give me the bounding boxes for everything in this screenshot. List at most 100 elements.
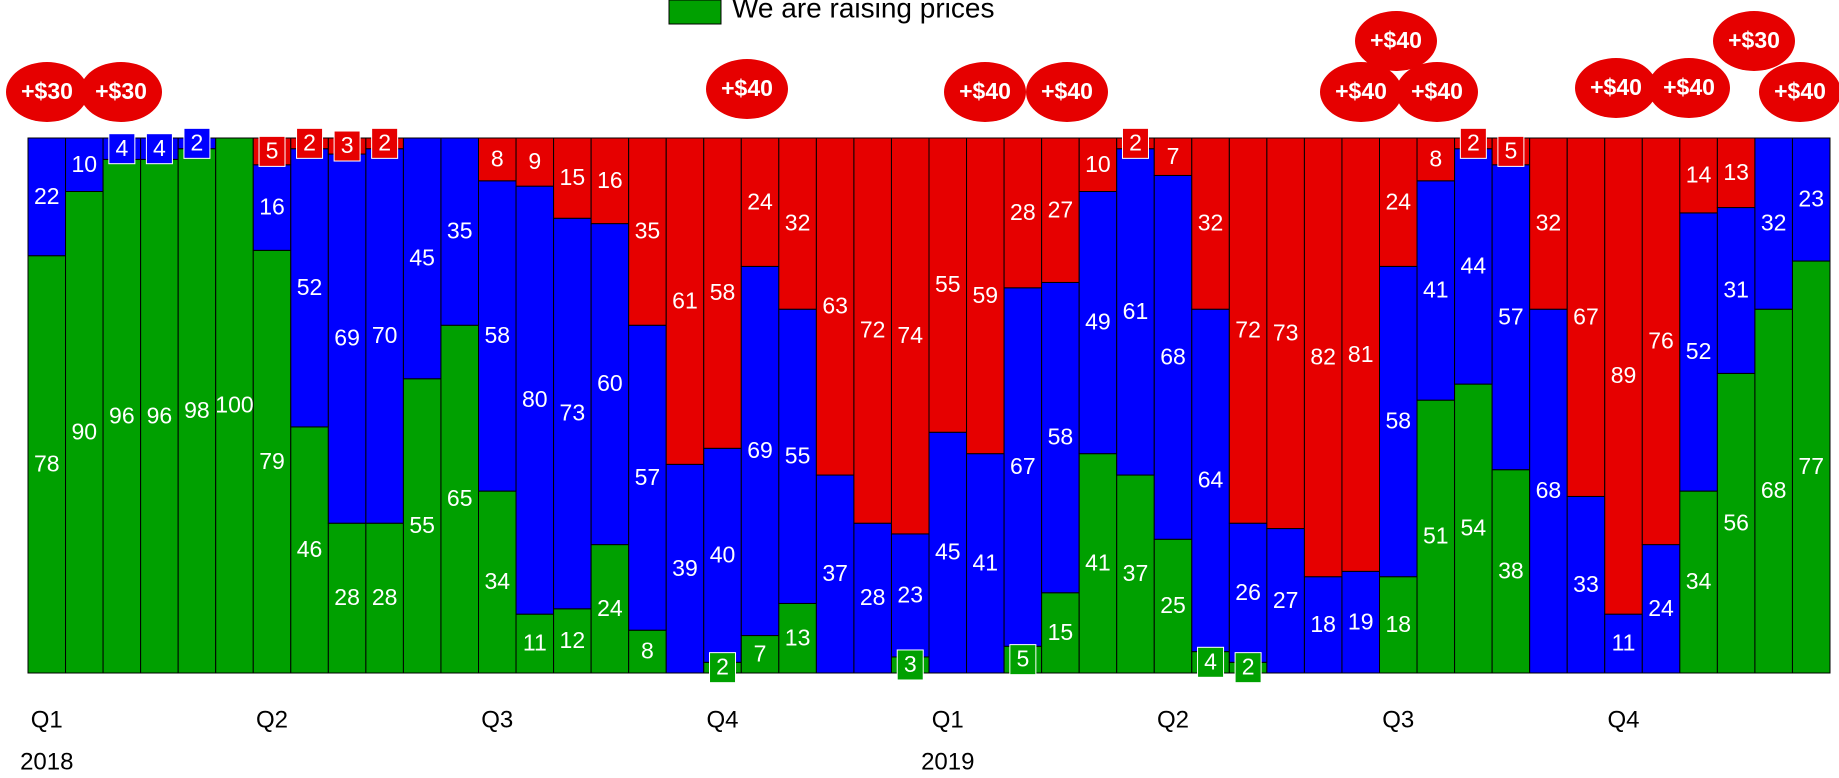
x-tick-label: Q3	[481, 706, 513, 733]
legend-swatch	[668, 0, 722, 25]
value-label: 33	[1573, 571, 1599, 597]
annotation-bubble	[1713, 11, 1795, 71]
annotation: +$40	[1590, 74, 1642, 100]
value-label: 25	[1160, 592, 1186, 618]
x-group-label: 2019	[921, 748, 974, 775]
bar-segment	[290, 148, 329, 428]
bar-segment	[1078, 453, 1118, 674]
bar-segment	[1303, 576, 1343, 674]
value-label: 82	[1310, 343, 1336, 369]
annotation-bubble	[1320, 62, 1402, 122]
bar-segment	[1529, 137, 1568, 310]
bar-segment	[703, 137, 742, 449]
legend-label: We are raising prices	[732, 0, 994, 23]
value-label-box	[1234, 652, 1262, 684]
value-label: 4	[153, 135, 166, 161]
value-label: 52	[1686, 338, 1712, 364]
bar-segment	[1041, 281, 1080, 594]
bar-segment	[740, 635, 780, 674]
annotation: +$40	[1411, 78, 1463, 104]
value-label: 23	[1798, 186, 1824, 212]
value-label: 37	[822, 560, 848, 586]
bar-segment	[1454, 148, 1493, 385]
value-label: 24	[1385, 188, 1411, 214]
annotation-bubble	[1355, 11, 1437, 71]
value-label: 14	[1686, 162, 1712, 188]
value-label: 2	[1467, 129, 1480, 155]
value-label: 40	[710, 541, 736, 567]
bar-segment	[1566, 137, 1606, 497]
value-label: 81	[1348, 341, 1374, 367]
value-label-box	[296, 127, 324, 159]
value-label: 55	[935, 271, 961, 297]
bar-segment	[590, 223, 630, 546]
annotation-bubble	[80, 62, 162, 122]
value-label: 16	[259, 194, 285, 220]
bar-segment	[290, 426, 329, 674]
value-label: 34	[484, 568, 510, 594]
bar-segment	[1416, 399, 1456, 674]
value-label: 16	[597, 167, 623, 193]
annotation: +$40	[721, 75, 773, 101]
value-label: 44	[1461, 252, 1487, 278]
value-label: 61	[1123, 298, 1149, 324]
value-label: 76	[1648, 327, 1674, 353]
value-label: 72	[1235, 317, 1261, 343]
value-label: 67	[1573, 303, 1599, 329]
value-label-box	[183, 127, 211, 159]
value-label-box	[1497, 135, 1525, 167]
value-label: 4	[115, 135, 128, 161]
bar-segment	[778, 308, 817, 604]
value-label: 90	[72, 418, 98, 444]
bar-segment	[740, 137, 780, 267]
bar-segment	[327, 522, 367, 674]
bar-segment	[1716, 137, 1756, 209]
annotation-bubble	[1575, 58, 1657, 118]
value-label-box	[1009, 644, 1037, 676]
value-label: 8	[1429, 145, 1442, 171]
value-label: 2	[716, 654, 729, 680]
value-label: 11	[1612, 630, 1636, 656]
value-label-box	[333, 130, 361, 162]
value-label: 2	[378, 129, 391, 155]
bar-segment	[665, 463, 705, 674]
value-label-box	[145, 133, 173, 165]
value-label: 68	[1536, 477, 1562, 503]
annotation: +$40	[1041, 78, 1093, 104]
annotation-bubble	[1759, 62, 1839, 122]
value-label: 24	[1648, 595, 1674, 621]
value-label-box	[1197, 646, 1225, 678]
value-label-box	[1459, 127, 1487, 159]
value-label: 72	[860, 317, 886, 343]
value-label: 10	[72, 151, 98, 177]
value-label: 55	[785, 442, 811, 468]
bar-segment	[1416, 137, 1456, 182]
bar-segment	[402, 378, 442, 674]
value-label: 60	[597, 370, 623, 396]
value-label: 12	[560, 627, 586, 653]
value-label: 58	[1385, 408, 1411, 434]
value-label: 58	[710, 279, 736, 305]
bar-segment	[140, 158, 179, 674]
value-label-box	[1121, 127, 1149, 159]
value-label: 37	[1123, 560, 1149, 586]
annotation: +$40	[1774, 78, 1826, 104]
value-label: 51	[1423, 523, 1449, 549]
value-label: 67	[1010, 453, 1036, 479]
value-label: 59	[973, 282, 999, 308]
value-label: 69	[747, 437, 773, 463]
value-label: 32	[785, 210, 811, 236]
value-label: 98	[184, 397, 210, 423]
value-label: 89	[1611, 362, 1637, 388]
bar-segment	[1754, 137, 1793, 310]
value-label: 32	[1536, 210, 1562, 236]
value-label: 2	[191, 129, 204, 155]
annotation: +$40	[1370, 27, 1422, 53]
bar-segment	[815, 137, 855, 476]
x-tick-label: Q4	[1608, 706, 1640, 733]
bar-segment	[628, 324, 667, 631]
value-label: 58	[484, 322, 510, 348]
bar-segment	[1191, 137, 1230, 310]
value-label: 65	[447, 485, 473, 511]
value-label: 7	[1167, 143, 1180, 169]
